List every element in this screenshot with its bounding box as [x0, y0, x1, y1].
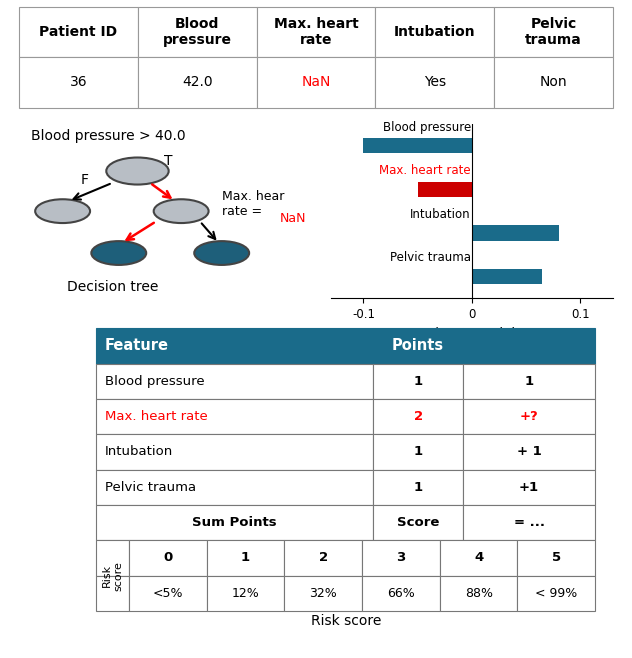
Ellipse shape [35, 199, 90, 223]
Text: 32%: 32% [309, 587, 337, 600]
Text: Risk score: Risk score [310, 615, 381, 628]
Bar [129, 540, 207, 576]
Text: 66%: 66% [387, 587, 415, 600]
Bar [463, 470, 595, 505]
Bar [463, 328, 595, 363]
Bar [373, 470, 463, 505]
Bar [207, 540, 284, 576]
Bar [440, 576, 518, 611]
Text: NaN: NaN [279, 212, 306, 224]
Text: 1: 1 [525, 374, 533, 388]
Text: = ...: = ... [514, 516, 545, 529]
Text: Risk
score: Risk score [102, 561, 123, 591]
Text: Intubation: Intubation [410, 208, 471, 220]
Text: 12%: 12% [231, 587, 259, 600]
Text: < 99%: < 99% [535, 587, 578, 600]
Bar [96, 434, 373, 470]
Bar [373, 328, 463, 363]
Bar [362, 540, 440, 576]
Bar [463, 399, 595, 434]
Text: Points: Points [392, 338, 444, 353]
Text: 0: 0 [163, 551, 173, 565]
Bar [96, 470, 373, 505]
Bar [472, 269, 542, 284]
Ellipse shape [194, 241, 249, 265]
Text: F: F [80, 173, 88, 187]
Text: Decision tree: Decision tree [67, 280, 158, 294]
Bar [96, 328, 373, 363]
Text: Score: Score [397, 516, 439, 529]
Text: Sum Points: Sum Points [192, 516, 277, 529]
Bar [96, 399, 373, 434]
Text: 5: 5 [552, 551, 561, 565]
Text: Blood pressure: Blood pressure [105, 374, 205, 388]
Text: <5%: <5% [152, 587, 183, 600]
Text: Pelvic trauma: Pelvic trauma [390, 251, 471, 265]
Text: Max. hear
rate =: Max. hear rate = [222, 190, 284, 218]
Text: Blood pressure: Blood pressure [382, 120, 471, 134]
Text: Intubation: Intubation [105, 445, 173, 459]
Bar [96, 363, 373, 399]
Bar [472, 225, 559, 241]
Bar [207, 576, 284, 611]
Text: + 1: + 1 [517, 445, 542, 459]
Text: Pelvic trauma: Pelvic trauma [105, 481, 196, 494]
Text: +1: +1 [519, 481, 539, 494]
Text: Max. heart rate: Max. heart rate [379, 164, 471, 177]
X-axis label: Linear model: Linear model [428, 326, 516, 340]
Bar [373, 363, 463, 399]
Bar [363, 138, 472, 153]
Bar [284, 576, 362, 611]
Ellipse shape [91, 241, 146, 265]
Bar [373, 399, 463, 434]
Text: 1: 1 [241, 551, 250, 565]
Bar [418, 182, 472, 197]
Bar [463, 434, 595, 470]
Ellipse shape [106, 157, 169, 184]
Bar [129, 576, 207, 611]
Bar [440, 540, 518, 576]
Text: 1: 1 [413, 374, 423, 388]
Text: 2: 2 [413, 410, 423, 423]
Text: T: T [164, 153, 173, 168]
Bar [96, 505, 373, 540]
Text: Max. heart rate: Max. heart rate [105, 410, 208, 423]
Text: Feature: Feature [105, 338, 169, 353]
Bar [463, 363, 595, 399]
Text: 4: 4 [474, 551, 483, 565]
Bar [518, 576, 595, 611]
Bar [373, 505, 463, 540]
Text: 3: 3 [396, 551, 406, 565]
Text: Blood pressure > 40.0: Blood pressure > 40.0 [32, 129, 186, 143]
Bar [463, 505, 595, 540]
Bar [96, 540, 129, 576]
Bar [518, 540, 595, 576]
Bar [96, 576, 129, 611]
Text: 2: 2 [319, 551, 328, 565]
Bar [284, 540, 362, 576]
Bar [373, 434, 463, 470]
Text: 88%: 88% [465, 587, 492, 600]
Text: 1: 1 [413, 481, 423, 494]
Ellipse shape [154, 199, 209, 223]
Text: +?: +? [520, 410, 538, 423]
Bar [362, 576, 440, 611]
Text: 1: 1 [413, 445, 423, 459]
